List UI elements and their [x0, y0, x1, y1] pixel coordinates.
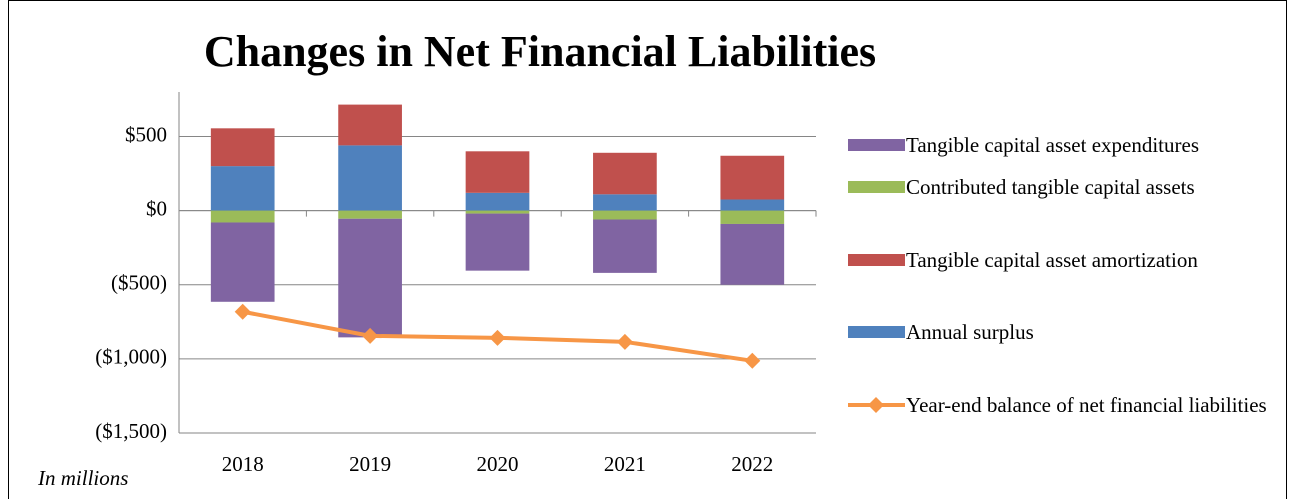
- unit-note: In millions: [37, 466, 128, 490]
- y-tick-label: ($500): [111, 271, 167, 295]
- bar-segment: [210, 166, 275, 211]
- line-marker: [362, 327, 379, 344]
- bar-segment: [593, 219, 657, 273]
- bar-segment: [210, 210, 275, 223]
- line-marker: [616, 333, 633, 350]
- bar-segment: [465, 151, 530, 193]
- x-tick-label: 2018: [222, 452, 264, 476]
- legend-label: Annual surplus: [906, 320, 1034, 344]
- bar-segment: [338, 218, 402, 338]
- bar-segment: [338, 104, 402, 146]
- chart-frame: [8, 0, 1287, 499]
- bar-segment: [593, 194, 657, 211]
- legend-label: Tangible capital asset amortization: [906, 248, 1198, 272]
- legend-label: Year-end balance of net financial liabil…: [906, 393, 1267, 417]
- bar-segment: [593, 210, 657, 220]
- chart-title: Changes in Net Financial Liabilities: [204, 27, 876, 76]
- y-tick-label: $0: [146, 196, 167, 220]
- legend-swatch: [848, 254, 905, 266]
- line-marker: [744, 352, 761, 369]
- bar-segment: [338, 145, 402, 211]
- y-tick-label: ($1,000): [95, 345, 167, 369]
- legend-swatch: [848, 139, 905, 151]
- x-tick-label: 2019: [349, 452, 391, 476]
- bar-segment: [465, 210, 530, 214]
- bar-segment: [465, 192, 530, 211]
- legend-swatch: [848, 181, 905, 193]
- y-tick-label: $500: [125, 122, 167, 146]
- bar-segment: [720, 199, 785, 211]
- legend-swatch: [848, 326, 905, 338]
- line-marker: [234, 303, 251, 320]
- legend-marker: [868, 397, 884, 413]
- bar-segment: [593, 152, 657, 195]
- bar-segment: [338, 210, 402, 219]
- x-tick-label: 2022: [731, 452, 773, 476]
- bar-segment: [720, 210, 785, 224]
- line-marker: [489, 329, 506, 346]
- y-tick-label: ($1,500): [95, 419, 167, 443]
- bar-segment: [720, 155, 785, 200]
- bar-segment: [210, 222, 275, 302]
- legend-label: Tangible capital asset expenditures: [906, 133, 1200, 157]
- legend-label: Contributed tangible capital assets: [906, 175, 1195, 199]
- bar-segment: [465, 213, 530, 271]
- x-tick-label: 2021: [604, 452, 646, 476]
- bar-segment: [720, 223, 785, 285]
- bar-segment: [210, 128, 275, 167]
- x-tick-label: 2020: [477, 452, 519, 476]
